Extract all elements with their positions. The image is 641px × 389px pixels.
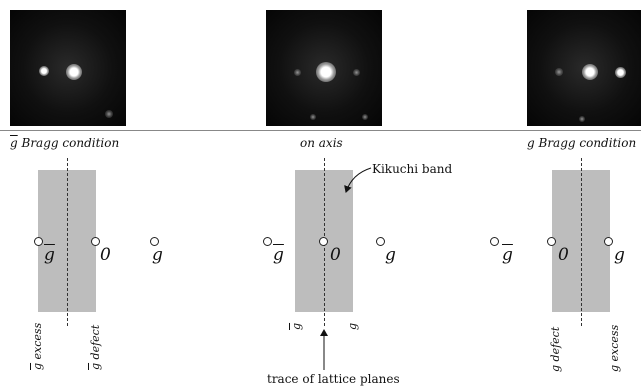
reflection-point: [547, 237, 556, 246]
diffraction-spot: [353, 69, 360, 76]
point-label-g: g: [614, 245, 625, 265]
diffraction-spot: [615, 67, 626, 78]
kikuchi-band-arrow: [344, 167, 372, 193]
diffraction-spot: [66, 64, 82, 80]
reflection-point: [376, 237, 385, 246]
diffraction-spot: [39, 66, 49, 76]
diffraction-spot: [362, 114, 368, 120]
caption-left-text: Bragg condition: [17, 136, 120, 150]
diffraction-pattern-center: [266, 10, 382, 126]
caption-left: g Bragg condition: [10, 136, 119, 150]
caption-center: on axis: [300, 136, 343, 150]
point-label-gbar: g: [273, 245, 284, 265]
point-label-g: g: [152, 245, 163, 265]
diffraction-spot: [555, 68, 563, 76]
caption-right: g Bragg condition: [527, 136, 637, 150]
diffraction-spot: [294, 69, 301, 76]
point-label-gbar: g: [502, 245, 513, 265]
diffraction-spot: [310, 114, 316, 120]
reflection-point: [319, 237, 328, 246]
reflection-point: [150, 237, 159, 246]
diffraction-pattern-right: [527, 10, 641, 126]
point-label-origin: 0: [558, 245, 569, 265]
reflection-point: [91, 237, 100, 246]
diffraction-spot: [582, 64, 598, 80]
lattice-trace-left: [67, 158, 68, 326]
diffraction-pattern-left: [10, 10, 126, 126]
diffraction-spot: [316, 62, 336, 82]
point-label-g: g: [385, 245, 396, 265]
lattice-trace-right: [581, 158, 582, 326]
reflection-point: [34, 237, 43, 246]
diffraction-spot: [579, 116, 585, 122]
point-label-origin: 0: [100, 245, 111, 265]
point-label-origin: 0: [330, 245, 341, 265]
kikuchi-band-label: Kikuchi band: [372, 162, 453, 176]
reflection-point: [490, 237, 499, 246]
caption-left-g: g: [10, 136, 18, 150]
diffraction-spot: [105, 110, 113, 118]
reflection-point: [604, 237, 613, 246]
trace-label: trace of lattice planes: [267, 372, 400, 386]
divider-line: [0, 130, 641, 131]
point-label-gbar: g: [44, 245, 55, 265]
reflection-point: [263, 237, 272, 246]
